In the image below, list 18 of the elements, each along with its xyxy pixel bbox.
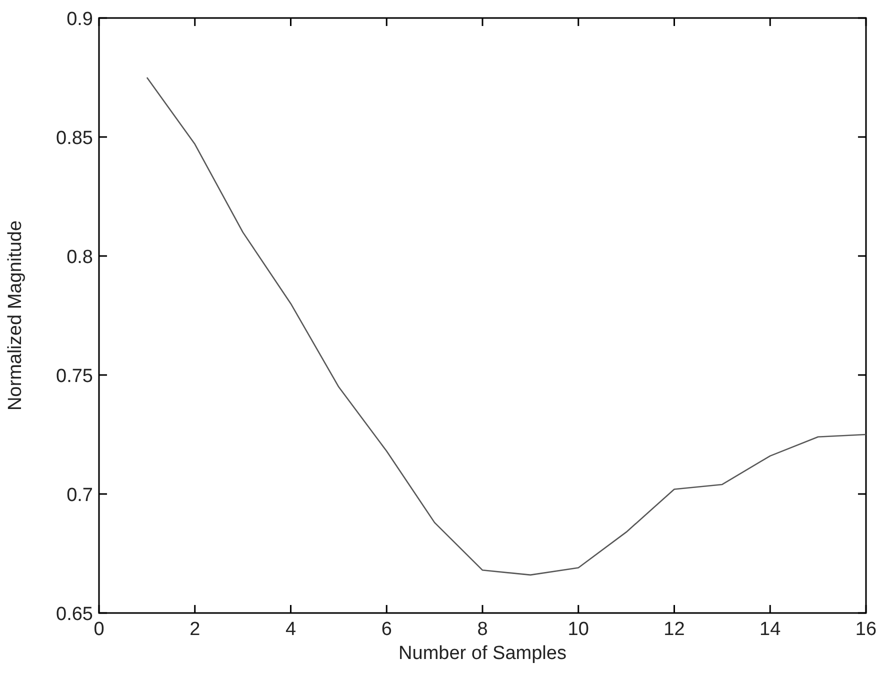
x-tick-label: 12 bbox=[664, 619, 685, 640]
x-tick-label: 10 bbox=[568, 619, 589, 640]
line-series bbox=[146, 76, 867, 576]
x-axis-title: Number of Samples bbox=[398, 643, 566, 664]
x-tick-label: 6 bbox=[381, 619, 392, 640]
x-tick-label: 14 bbox=[760, 619, 782, 640]
x-tick-label: 4 bbox=[285, 619, 296, 640]
y-tick-label: 0.65 bbox=[56, 604, 93, 625]
x-tick-label: 8 bbox=[477, 619, 488, 640]
y-tick-label: 0.85 bbox=[56, 128, 93, 149]
x-tick-label: 2 bbox=[190, 619, 200, 640]
x-tick-label: 16 bbox=[855, 619, 877, 640]
y-tick-label: 0.75 bbox=[56, 366, 93, 387]
y-tick-label: 0.9 bbox=[66, 9, 93, 30]
y-tick-label: 0.7 bbox=[66, 485, 93, 506]
y-tick-label: 0.8 bbox=[66, 247, 93, 268]
y-axis-title: Normalized Magnitude bbox=[5, 220, 26, 411]
x-tick-label: 0 bbox=[94, 619, 104, 640]
